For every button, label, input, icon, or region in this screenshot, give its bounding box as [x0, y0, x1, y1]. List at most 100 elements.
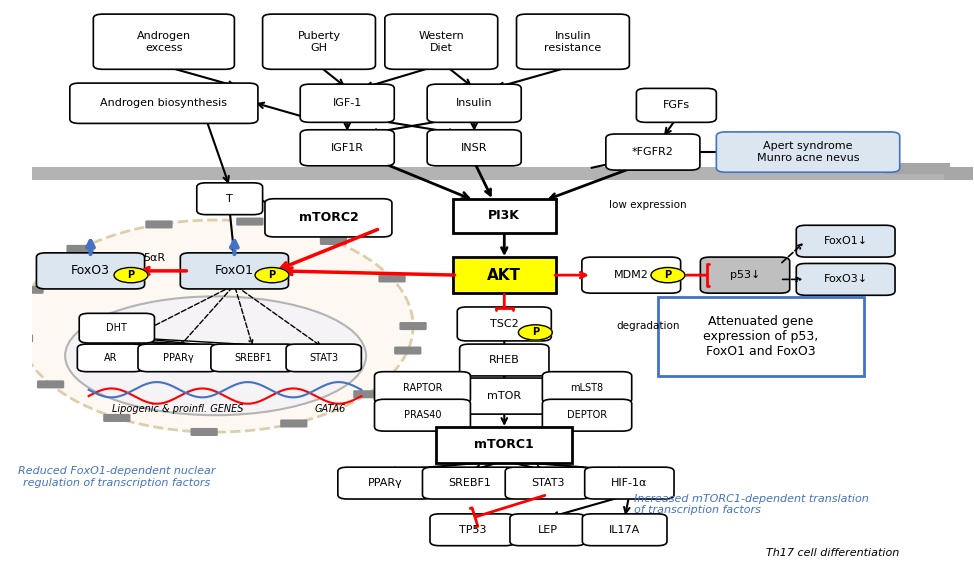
- Text: Lipogenic & proinfl. GENES: Lipogenic & proinfl. GENES: [112, 404, 244, 414]
- FancyBboxPatch shape: [138, 344, 218, 372]
- FancyBboxPatch shape: [70, 83, 258, 123]
- Text: P: P: [532, 328, 539, 337]
- FancyBboxPatch shape: [66, 245, 94, 253]
- Text: FoxO1: FoxO1: [215, 265, 254, 278]
- FancyBboxPatch shape: [506, 467, 590, 499]
- Text: Androgen biosynthesis: Androgen biosynthesis: [100, 99, 227, 108]
- FancyBboxPatch shape: [636, 88, 716, 122]
- Text: low expression: low expression: [610, 200, 687, 210]
- FancyBboxPatch shape: [300, 84, 394, 122]
- FancyBboxPatch shape: [37, 381, 64, 388]
- Text: HIF-1α: HIF-1α: [611, 478, 648, 488]
- Text: TSC2: TSC2: [490, 319, 519, 329]
- FancyBboxPatch shape: [510, 514, 585, 546]
- FancyBboxPatch shape: [263, 14, 375, 69]
- Text: T: T: [226, 194, 233, 204]
- FancyBboxPatch shape: [286, 344, 361, 372]
- Text: SREBF1: SREBF1: [235, 353, 272, 363]
- Ellipse shape: [65, 296, 366, 415]
- FancyBboxPatch shape: [453, 257, 556, 293]
- FancyBboxPatch shape: [6, 334, 33, 342]
- FancyBboxPatch shape: [700, 257, 790, 293]
- FancyBboxPatch shape: [584, 467, 674, 499]
- FancyBboxPatch shape: [581, 257, 681, 293]
- FancyBboxPatch shape: [582, 514, 667, 546]
- FancyBboxPatch shape: [797, 225, 895, 257]
- FancyBboxPatch shape: [436, 427, 573, 463]
- Text: INSR: INSR: [461, 143, 487, 153]
- FancyBboxPatch shape: [191, 428, 218, 436]
- Text: PPARγ: PPARγ: [367, 478, 402, 488]
- Text: SREBF1: SREBF1: [448, 478, 491, 488]
- FancyBboxPatch shape: [543, 399, 632, 431]
- FancyBboxPatch shape: [94, 14, 235, 69]
- Text: MDM2: MDM2: [614, 270, 649, 280]
- Text: DHT: DHT: [106, 323, 128, 333]
- Text: Th17 cell differentiation: Th17 cell differentiation: [766, 548, 899, 558]
- FancyBboxPatch shape: [197, 183, 263, 215]
- FancyBboxPatch shape: [338, 467, 431, 499]
- Text: mTORC2: mTORC2: [299, 211, 358, 224]
- FancyBboxPatch shape: [36, 253, 144, 289]
- FancyBboxPatch shape: [375, 372, 470, 404]
- FancyBboxPatch shape: [237, 217, 264, 226]
- FancyBboxPatch shape: [460, 378, 549, 414]
- FancyBboxPatch shape: [319, 237, 347, 245]
- FancyBboxPatch shape: [606, 134, 700, 170]
- Circle shape: [114, 267, 148, 283]
- Text: mTORC1: mTORC1: [474, 439, 534, 452]
- Text: STAT3: STAT3: [309, 353, 338, 363]
- Text: AKT: AKT: [487, 267, 521, 283]
- FancyBboxPatch shape: [543, 372, 632, 404]
- Text: Attenuated gene
expression of p53,
FoxO1 and FoxO3: Attenuated gene expression of p53, FoxO1…: [703, 315, 818, 358]
- Text: Insulin: Insulin: [456, 99, 493, 108]
- FancyBboxPatch shape: [354, 390, 381, 398]
- Text: P: P: [269, 270, 276, 280]
- FancyBboxPatch shape: [716, 132, 900, 172]
- Text: PPARγ: PPARγ: [163, 353, 194, 363]
- Text: IGF-1: IGF-1: [332, 99, 362, 108]
- FancyBboxPatch shape: [379, 274, 406, 283]
- FancyBboxPatch shape: [180, 253, 288, 289]
- Text: 5αR: 5αR: [143, 253, 166, 263]
- Text: Androgen
excess: Androgen excess: [136, 31, 191, 52]
- Text: PI3K: PI3K: [488, 209, 520, 222]
- Text: IGF1R: IGF1R: [331, 143, 363, 153]
- Text: FoxO3↓: FoxO3↓: [824, 274, 868, 284]
- Text: Western
Diet: Western Diet: [419, 31, 465, 52]
- Text: p53↓: p53↓: [730, 270, 761, 280]
- Circle shape: [255, 267, 289, 283]
- Text: P: P: [664, 270, 671, 280]
- FancyBboxPatch shape: [460, 344, 549, 376]
- Text: DEPTOR: DEPTOR: [567, 410, 607, 420]
- FancyBboxPatch shape: [265, 199, 392, 237]
- Bar: [945, 167, 973, 180]
- FancyBboxPatch shape: [281, 419, 308, 427]
- FancyBboxPatch shape: [399, 322, 427, 330]
- Circle shape: [651, 267, 685, 283]
- Text: STAT3: STAT3: [531, 478, 564, 488]
- Text: FoxO1↓: FoxO1↓: [824, 236, 868, 246]
- FancyBboxPatch shape: [457, 307, 551, 341]
- FancyBboxPatch shape: [423, 467, 516, 499]
- FancyBboxPatch shape: [657, 297, 865, 376]
- FancyBboxPatch shape: [211, 344, 295, 372]
- Text: *FGFR2: *FGFR2: [632, 147, 674, 157]
- FancyBboxPatch shape: [385, 14, 498, 69]
- Text: FGFs: FGFs: [663, 100, 690, 110]
- Text: degradation: degradation: [617, 321, 680, 331]
- Text: TP53: TP53: [459, 525, 486, 535]
- Text: mTOR: mTOR: [487, 391, 521, 401]
- Text: Puberty
GH: Puberty GH: [297, 31, 341, 52]
- Text: Reduced FoxO1-dependent nuclear
regulation of transcription factors: Reduced FoxO1-dependent nuclear regulati…: [19, 466, 215, 488]
- FancyBboxPatch shape: [453, 199, 556, 233]
- FancyBboxPatch shape: [428, 84, 521, 122]
- FancyBboxPatch shape: [516, 14, 629, 69]
- FancyBboxPatch shape: [428, 130, 521, 166]
- Bar: [32, 167, 973, 180]
- FancyBboxPatch shape: [79, 314, 155, 343]
- FancyBboxPatch shape: [17, 286, 44, 294]
- Text: RHEB: RHEB: [489, 355, 520, 365]
- Text: GATA6: GATA6: [315, 404, 346, 414]
- Text: P: P: [128, 270, 134, 280]
